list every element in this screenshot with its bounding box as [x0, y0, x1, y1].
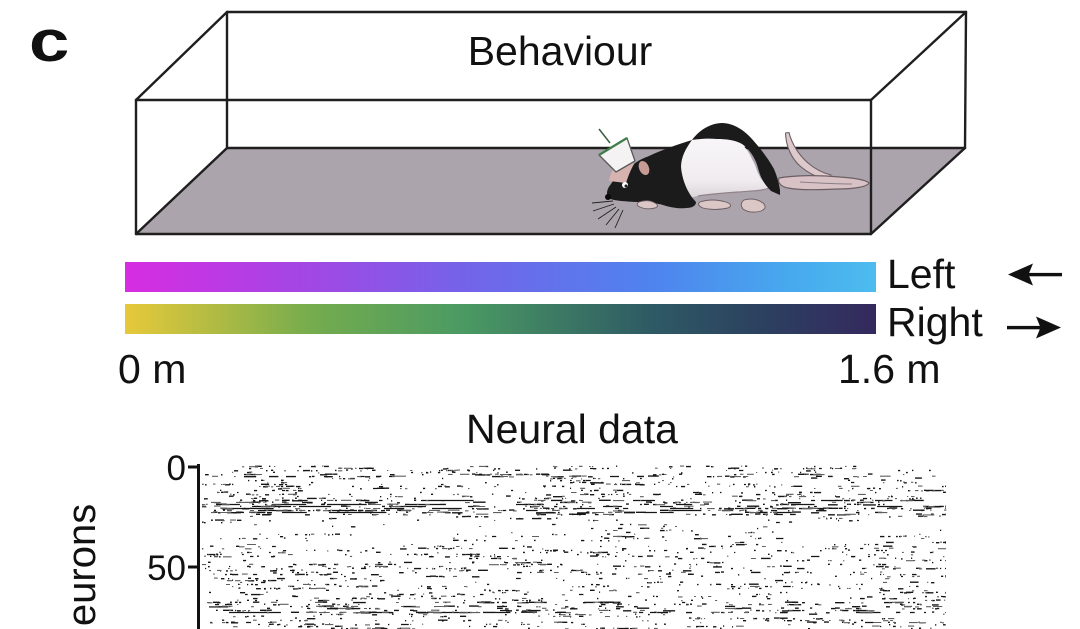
- svg-text:Right: Right: [887, 299, 983, 345]
- svg-text:Left: Left: [887, 251, 956, 297]
- svg-text:1.6 m: 1.6 m: [838, 346, 941, 392]
- svg-text:Behaviour: Behaviour: [468, 28, 653, 74]
- svg-text:0 m: 0 m: [118, 346, 186, 392]
- svg-text:0: 0: [167, 449, 186, 488]
- svg-text:50: 50: [147, 549, 186, 588]
- svg-text:Neural data: Neural data: [466, 406, 678, 452]
- svg-text:c: c: [29, 9, 69, 73]
- svg-text:Neurons: Neurons: [60, 504, 104, 629]
